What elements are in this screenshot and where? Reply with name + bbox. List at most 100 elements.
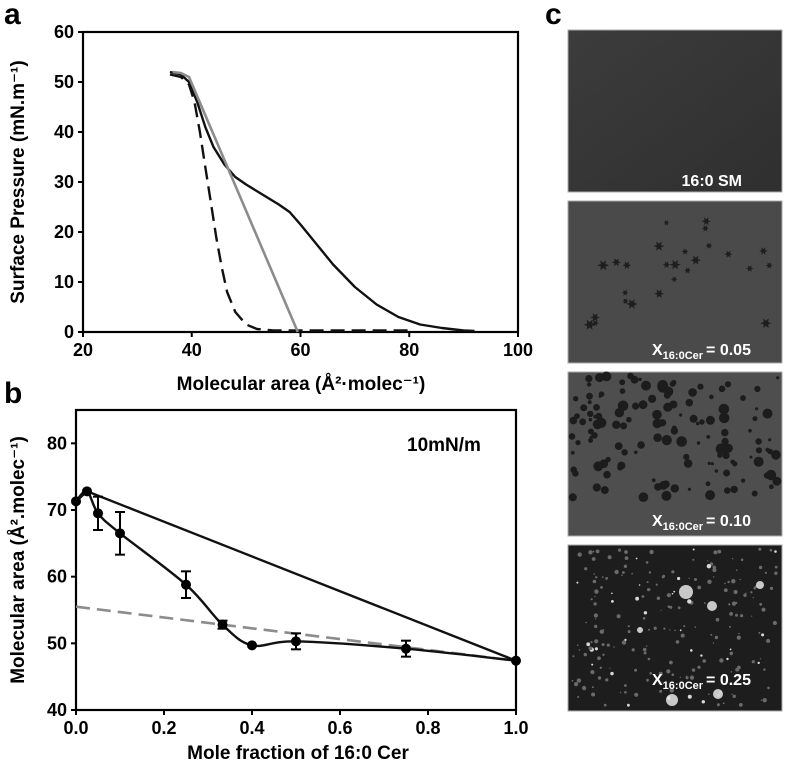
round-domain [593,461,604,472]
star-domain [662,261,671,268]
chart-b-x-axis-label: Mole fraction of 16:0 Cer [187,743,409,764]
chart-a-y-tick-label: 60 [54,22,74,42]
bright-speck [666,593,672,598]
bright-speck [649,549,654,555]
bright-speck [648,628,651,631]
round-domain [595,412,603,420]
bright-speck [774,571,778,575]
bright-speck [621,574,623,577]
round-domain [670,484,679,493]
chart-a-x-tick-label: 80 [399,340,419,360]
bright-speck [762,698,767,703]
bright-speck [737,674,740,678]
bright-speck [634,668,638,672]
chart-b-axes: 0.0 0.2 0.4 0.6 0.8 1.0 40 50 60 70 80 [47,408,529,738]
bright-speck [577,696,580,698]
chart-b-y-tick-label: 80 [47,433,67,453]
bright-speck [642,647,647,652]
round-domain [687,487,692,491]
round-domain [676,436,687,447]
bright-speck [592,579,597,584]
round-domain [570,450,575,455]
bright-speck [616,614,621,619]
star-domain [583,319,596,330]
bright-speck [586,642,591,647]
bright-speck [599,666,602,669]
bright-speck [623,564,628,568]
round-domain [648,394,657,403]
bright-speck [627,625,630,628]
star-domain [622,298,629,305]
round-domain [619,379,626,386]
round-domain [765,469,777,481]
bright-speck [585,621,587,624]
bright-speck [743,593,747,597]
chart-b-molecular-area: 0.0 0.2 0.4 0.6 0.8 1.0 40 50 60 70 80 10mN/m Mole… [8,408,529,764]
bright-speck [683,625,686,628]
bright-speck [599,629,604,634]
bright-speck [655,583,658,586]
image-2-domains [583,217,773,330]
round-domain [689,414,698,423]
panel-letter-b: b [4,377,22,410]
chart-b-x-tick-label: 0.8 [415,718,440,738]
bright-speck [740,558,744,562]
round-domain [587,400,592,405]
star-domain [654,289,665,298]
round-domain [657,380,669,391]
bright-speck [576,644,579,646]
bright-speck [594,595,596,598]
star-domain [690,255,701,265]
bright-speck [648,571,652,574]
round-domain [705,415,715,425]
bright-speck [714,635,719,640]
round-domain [705,481,711,487]
bright-speck [590,598,593,601]
round-domain [569,416,578,425]
round-domain [699,419,705,425]
round-domain [586,382,592,387]
round-domain [718,403,730,415]
bright-speck [702,659,706,663]
chart-a-x-tick-label: 60 [290,340,310,360]
image-1-label: 16:0 SM [682,173,742,190]
star-domain [653,241,665,251]
bright-speck [588,550,593,555]
bright-speck [716,703,720,707]
chart-b-x-tick-label: 0.2 [151,718,176,738]
chart-b-y-tick-label: 50 [47,633,67,653]
bright-speck [669,660,673,665]
round-domain [652,409,662,420]
chart-a-x-tick-label: 40 [182,340,202,360]
bright-speck [634,692,639,697]
image-4-domains [571,547,778,707]
bright-speck [719,658,724,663]
bright-speck [594,618,597,620]
round-domain [669,381,676,387]
round-domain [714,469,719,473]
bright-speck [605,577,608,580]
bright-speck [577,552,582,557]
bright-speck [731,579,736,584]
round-domain [749,455,753,459]
bright-speck [576,581,579,584]
chart-b-x-tick-label: 1.0 [503,718,528,738]
chart-a-x-tick-label: 20 [73,340,93,360]
bright-speck [700,654,703,657]
bright-speck [583,652,587,657]
microscopy-image-1: 16:0 SM [567,29,783,193]
chart-b-plot-frame [74,408,518,712]
round-domain [587,428,594,435]
bright-speck [635,557,638,560]
round-domain [612,420,621,429]
bright-speck [751,660,755,664]
bright-speck [731,558,734,560]
chart-b-data-point [401,643,411,654]
bright-cluster [637,627,643,633]
bright-cluster [666,694,678,706]
bright-speck [764,571,768,574]
bright-speck [707,579,712,584]
chart-b-data-point [247,640,257,651]
bright-speck [697,585,702,590]
